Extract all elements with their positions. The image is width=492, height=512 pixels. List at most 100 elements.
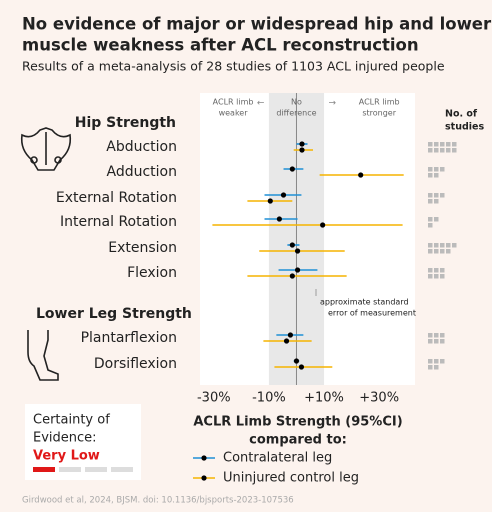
studies-count bbox=[428, 243, 457, 254]
x-tick-label: -30% bbox=[197, 391, 231, 406]
study-square bbox=[434, 249, 439, 254]
study-square bbox=[440, 339, 445, 344]
region-label: stronger bbox=[362, 109, 396, 118]
title-line: muscle weakness after ACL reconstruction bbox=[22, 36, 419, 55]
study-square bbox=[440, 333, 445, 338]
x-tick-label: -10% bbox=[252, 391, 286, 406]
category-label: Abduction bbox=[106, 139, 177, 155]
study-square bbox=[434, 339, 439, 344]
studies-label: studies bbox=[445, 122, 484, 133]
point-estimate bbox=[280, 192, 287, 198]
study-square bbox=[434, 167, 439, 172]
category-label: Extension bbox=[108, 240, 177, 256]
study-square bbox=[428, 173, 433, 178]
study-square bbox=[428, 167, 433, 172]
annotation: error of measurement bbox=[328, 309, 416, 318]
region-label: ACLR limb bbox=[359, 98, 400, 107]
study-square bbox=[428, 359, 433, 364]
subtitle: Results of a meta-analysis of 28 studies… bbox=[22, 59, 445, 74]
x-axis-label: compared to: bbox=[249, 433, 347, 448]
point-estimate bbox=[267, 198, 273, 204]
study-square bbox=[452, 142, 457, 147]
study-square bbox=[434, 333, 439, 338]
point-estimate bbox=[293, 358, 300, 364]
studies-count bbox=[428, 217, 439, 228]
study-square bbox=[434, 199, 439, 204]
study-square bbox=[452, 243, 457, 248]
point-estimate bbox=[299, 141, 305, 147]
certainty-bar bbox=[85, 467, 107, 472]
study-square bbox=[440, 249, 445, 254]
certainty-bar bbox=[59, 467, 81, 472]
point-estimate bbox=[298, 364, 305, 370]
x-tick-label: +30% bbox=[359, 391, 399, 406]
study-square bbox=[428, 274, 433, 279]
point-estimate bbox=[289, 242, 295, 248]
study-square bbox=[446, 249, 451, 254]
study-square bbox=[440, 167, 445, 172]
region-label: No bbox=[291, 98, 302, 107]
title-line: No evidence of major or widespread hip a… bbox=[22, 15, 492, 34]
studies-count bbox=[428, 268, 445, 279]
legend-label: Uninjured control leg bbox=[223, 471, 359, 486]
study-square bbox=[434, 173, 439, 178]
category-label: Internal Rotation bbox=[60, 214, 177, 230]
group-label: Hip Strength bbox=[75, 115, 176, 131]
study-square bbox=[428, 199, 433, 204]
study-square bbox=[452, 148, 457, 153]
source: Girdwood et al, 2024, BJSM. doi: 10.1136… bbox=[22, 496, 294, 506]
study-square bbox=[428, 333, 433, 338]
pelvis-icon bbox=[20, 127, 72, 171]
x-axis-label: ACLR Limb Strength (95%CI) bbox=[193, 415, 402, 430]
study-square bbox=[434, 365, 439, 370]
studies-count bbox=[428, 193, 445, 204]
study-square bbox=[428, 217, 433, 222]
study-square bbox=[434, 359, 439, 364]
certainty-title: Evidence: bbox=[33, 431, 97, 446]
point-estimate bbox=[358, 172, 364, 178]
study-square bbox=[440, 193, 445, 198]
category-label: Dorsiflexion bbox=[94, 356, 177, 372]
point-estimate bbox=[299, 147, 305, 153]
point-estimate bbox=[287, 332, 294, 338]
point-estimate bbox=[320, 222, 326, 228]
studies-count bbox=[428, 167, 445, 178]
region-label: difference bbox=[276, 109, 316, 118]
study-square bbox=[434, 148, 439, 153]
study-square bbox=[428, 193, 433, 198]
legend-dot bbox=[201, 475, 207, 481]
certainty-bar bbox=[111, 467, 133, 472]
annotation: approximate standard bbox=[320, 298, 409, 307]
certainty-level: Very Low bbox=[33, 449, 100, 464]
category-label: External Rotation bbox=[56, 190, 177, 206]
studies-label: No. of bbox=[445, 109, 478, 120]
arrow: → bbox=[329, 99, 337, 109]
study-square bbox=[440, 274, 445, 279]
study-square bbox=[440, 359, 445, 364]
studies-count bbox=[428, 359, 445, 370]
studies-count bbox=[428, 142, 457, 153]
study-square bbox=[428, 249, 433, 254]
study-square bbox=[440, 243, 445, 248]
study-square bbox=[428, 243, 433, 248]
arrow: ← bbox=[257, 99, 265, 109]
study-square bbox=[434, 274, 439, 279]
study-square bbox=[434, 142, 439, 147]
point-estimate bbox=[294, 248, 301, 254]
point-estimate bbox=[289, 273, 295, 279]
study-square bbox=[428, 142, 433, 147]
point-estimate bbox=[283, 338, 290, 344]
legend-dot bbox=[201, 455, 207, 461]
x-tick-label: +10% bbox=[304, 391, 344, 406]
study-square bbox=[434, 217, 439, 222]
certainty-bar bbox=[33, 467, 55, 472]
study-square bbox=[434, 193, 439, 198]
study-square bbox=[440, 148, 445, 153]
study-square bbox=[440, 142, 445, 147]
study-square bbox=[428, 339, 433, 344]
category-label: Flexion bbox=[127, 265, 177, 281]
point-estimate bbox=[276, 216, 282, 222]
certainty-title: Certainty of bbox=[33, 413, 110, 428]
legend-label: Contralateral leg bbox=[223, 451, 332, 466]
